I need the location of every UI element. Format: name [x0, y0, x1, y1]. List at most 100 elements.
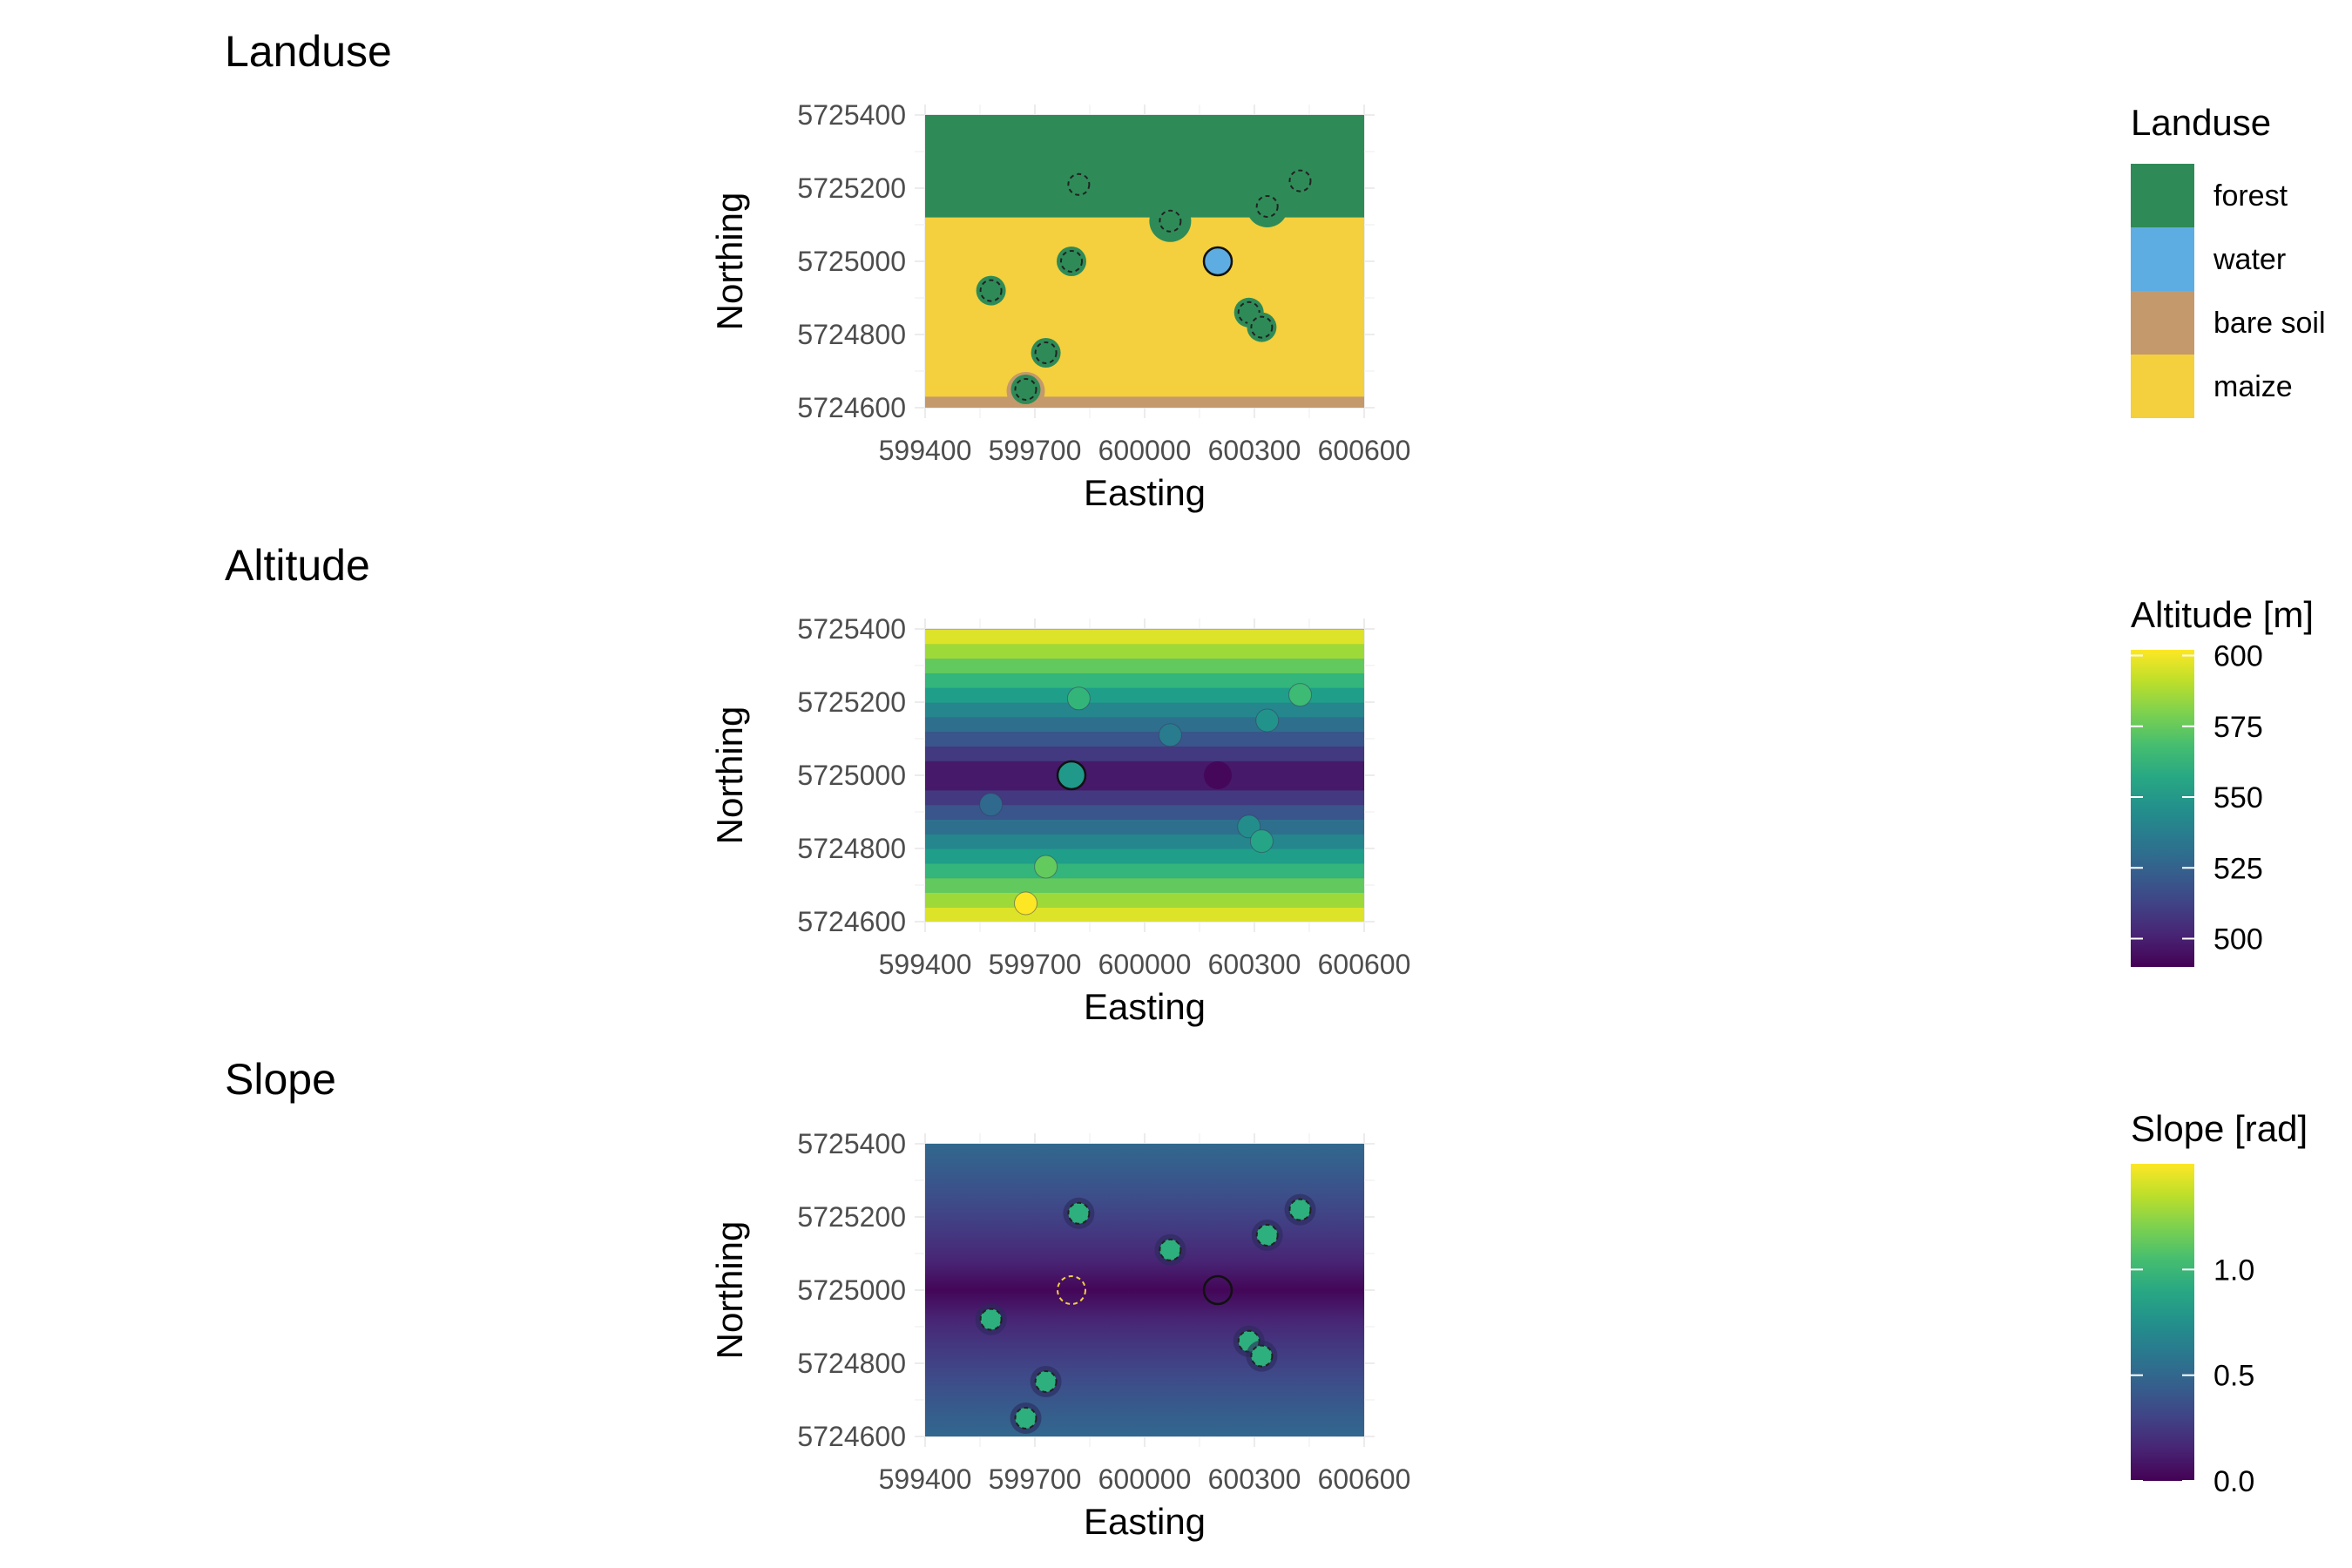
x-tick-label-3: 600300 [1208, 1463, 1301, 1495]
patch-marker-6 [1250, 315, 1274, 339]
y-tick-label-1: 5724800 [797, 833, 906, 864]
slope-ring-4 [1159, 1239, 1181, 1260]
forest-patch-4 [1149, 199, 1192, 242]
x-tick-label-3: 600300 [1208, 435, 1301, 466]
y-tick-label-2: 5725000 [797, 246, 906, 277]
y-tick-label-2: 5725000 [797, 760, 906, 791]
zone-bare-soil [925, 396, 1364, 408]
y-tick-label-2: 5725000 [797, 1274, 906, 1306]
patch-marker-2 [1034, 341, 1058, 364]
plot-area-1 [925, 629, 1364, 922]
altitude-band-15 [925, 687, 1364, 703]
colorbar-label-1: 0.5 [2213, 1360, 2254, 1393]
x-axis-label-0: Easting [1084, 472, 1206, 513]
slope-marker-0 [979, 1308, 1003, 1331]
altitude-band-7 [925, 804, 1364, 820]
colorbar-label-2: 0.0 [2213, 1465, 2254, 1498]
altitude-point-1 [1204, 761, 1232, 789]
slope-marker-7 [1255, 1224, 1279, 1247]
patch-marker-0 [979, 279, 1003, 302]
y-tick-label-3: 5725200 [797, 172, 906, 204]
y-tick-label-4: 5725400 [797, 1128, 906, 1159]
altitude-bump-8 [1288, 683, 1312, 707]
slope-marker-6 [1250, 1344, 1274, 1368]
colorbar-label-0: 1.0 [2213, 1254, 2254, 1287]
slope-panel-title: Slope [225, 1055, 336, 1104]
legend-2: Slope [rad] 1.0 0.5 0.0 [2131, 1108, 2308, 1498]
x-tick-label-3: 600300 [1208, 949, 1301, 980]
patch-marker-7 [1255, 195, 1279, 218]
altitude-band-13 [925, 716, 1364, 733]
slope-marker-8 [1288, 1198, 1312, 1221]
legend-title-1: Altitude [m] [2131, 594, 2314, 635]
altitude-band-17 [925, 658, 1364, 673]
y-axis-label-1: Northing [709, 706, 750, 845]
landuse-panel-title: Landuse [225, 27, 392, 76]
altitude-band-0 [925, 907, 1364, 922]
zone-forest [925, 115, 1364, 219]
altitude-band-12 [925, 731, 1364, 747]
y-axis-label-0: Northing [709, 193, 750, 331]
y-tick-label-1: 5724800 [797, 1348, 906, 1379]
altitude-band-2 [925, 877, 1364, 893]
water-point [1202, 246, 1233, 277]
altitude-bump-1 [1014, 891, 1037, 916]
x-tick-label-4: 600600 [1318, 1463, 1411, 1495]
y-tick-label-3: 5725200 [797, 686, 906, 718]
altitude-band-3 [925, 862, 1364, 879]
plot-area-2 [925, 1144, 1364, 1436]
colorbar-label-2: 550 [2213, 781, 2263, 814]
x-tick-label-2: 600000 [1098, 949, 1192, 980]
legend-label-bare-soil: bare soil [2213, 307, 2326, 340]
panel-2: 599400 599700 600000 600300 600600 5724600 572… [709, 1128, 1410, 1542]
colorbar-label-3: 525 [2213, 852, 2263, 885]
y-tick-label-1: 5724800 [797, 319, 906, 350]
colorbar-1 [2131, 650, 2194, 967]
altitude-panel-title: Altitude [225, 541, 370, 590]
x-tick-label-1: 599700 [989, 435, 1082, 466]
altitude-bump-0 [979, 793, 1004, 817]
altitude-band-8 [925, 789, 1364, 806]
legend-title-0: Landuse [2131, 102, 2271, 143]
x-tick-label-4: 600600 [1318, 435, 1411, 466]
legend-key-maize [2131, 355, 2194, 418]
legend-0: Landuse forest water bare soil maize [2131, 102, 2326, 418]
altitude-band-6 [925, 819, 1364, 835]
y-tick-label-4: 5725400 [797, 613, 906, 645]
x-tick-label-0: 599400 [879, 1463, 972, 1495]
altitude-bump-4 [1158, 723, 1182, 747]
altitude-band-4 [925, 848, 1364, 864]
slope-ring-9 [1068, 1202, 1090, 1224]
legend-1: Altitude [m] 600 575 550 525 500 [2131, 594, 2314, 967]
patch-marker-1 [1014, 378, 1037, 401]
colorbar-label-1: 575 [2213, 711, 2263, 744]
slope-marker-9 [1067, 1201, 1091, 1225]
colorbar-label-4: 500 [2213, 923, 2263, 956]
panel-1: 599400 599700 600000 600300 600600 5724600 572… [709, 613, 1410, 1027]
panel-0: 599400 599700 600000 600300 600600 5724600 572… [709, 99, 1410, 513]
y-tick-label-4: 5725400 [797, 99, 906, 131]
altitude-bump-9 [1066, 686, 1091, 711]
altitude-bump-2 [1034, 855, 1058, 879]
zone-maize [925, 217, 1364, 397]
legend-title-2: Slope [rad] [2131, 1108, 2308, 1149]
forest-patch-7 [1246, 186, 1288, 227]
x-tick-label-2: 600000 [1098, 1463, 1192, 1495]
altitude-point-0 [1056, 760, 1087, 791]
slope-ring-7 [1256, 1225, 1278, 1246]
slope-marker-2 [1034, 1370, 1058, 1393]
y-tick-label-0: 5724600 [797, 1421, 906, 1452]
x-tick-label-0: 599400 [879, 435, 972, 466]
plot-area-0 [925, 115, 1364, 408]
slope-point [1202, 1274, 1233, 1306]
x-tick-label-1: 599700 [989, 1463, 1082, 1495]
slope-ring-2 [1035, 1371, 1057, 1392]
legend-label-maize: maize [2213, 370, 2293, 403]
slope-marker-4 [1159, 1238, 1182, 1261]
altitude-band-1 [925, 892, 1364, 908]
x-axis-label-1: Easting [1084, 986, 1206, 1027]
x-tick-label-4: 600600 [1318, 949, 1411, 980]
y-axis-label-2: Northing [709, 1221, 750, 1360]
patch-marker-8 [1288, 169, 1312, 193]
